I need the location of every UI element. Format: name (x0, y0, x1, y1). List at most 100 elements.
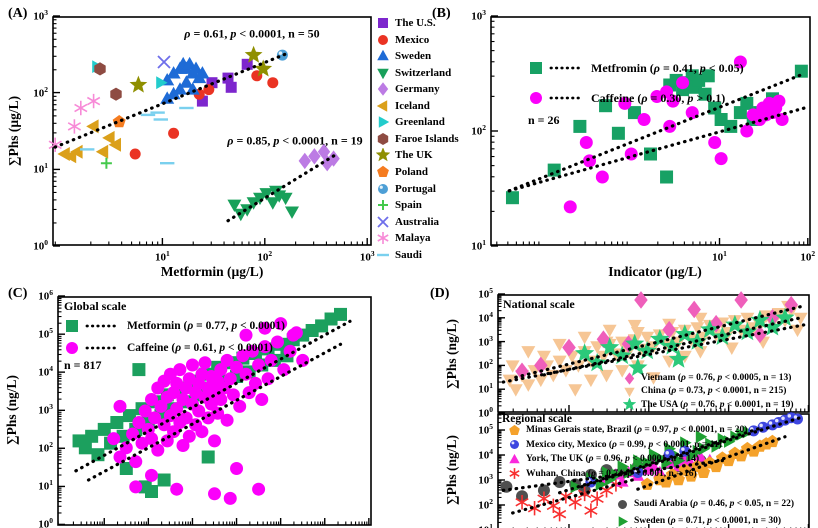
plot-canvas (497, 412, 810, 528)
tick-label: 103 (33, 8, 48, 23)
plot-canvas (57, 295, 372, 526)
trend-line (507, 71, 807, 193)
legend-label: Faroe Islands (395, 132, 459, 145)
tick-label: 101 (712, 249, 727, 264)
stats-annotation: ρ = 0.85, p < 0.0001, n = 19 (227, 133, 363, 148)
panel-label-b: (B) (432, 6, 451, 21)
legend-label: Caffeine (ρ = 0.61, p < 0.0001) (127, 342, 273, 354)
dotted-line-sample (549, 96, 585, 100)
legend-item: Caffeine (ρ = 0.61, p < 0.0001) (64, 340, 273, 356)
legend-item: The UK (376, 148, 433, 162)
trend-line (542, 316, 803, 377)
tick-label: 102 (33, 84, 48, 100)
sphere-marker-icon (378, 183, 388, 194)
legend-item: Wuhan, China (ρ = 0.74, p < 0.001, n = 1… (508, 467, 697, 480)
legend-item: Australia (376, 215, 439, 229)
plot-canvas (48, 15, 372, 247)
tick-label: 101 (38, 478, 53, 494)
as-marker-icon (509, 468, 520, 480)
tick-label: 105 (38, 326, 53, 341)
legend-n-count: n = 26 (528, 113, 560, 127)
panel-d-national-title: National scale (503, 297, 575, 311)
trend-line (86, 342, 343, 482)
legend-item: Saudi Arabia (ρ = 0.46, p < 0.05, n = 22… (616, 498, 794, 511)
plot-canvas (490, 15, 811, 247)
legend-label: Germany (395, 83, 440, 96)
trend-line (53, 51, 291, 149)
panel-c-plot (57, 295, 372, 526)
trend-line (226, 152, 339, 223)
plot-canvas (497, 291, 810, 414)
tick-label: 102 (257, 249, 273, 264)
tick-label: 106 (38, 288, 53, 303)
panel-d-regional-plot (497, 412, 810, 528)
legend-item: Metfromin (ρ = 0.41, p < 0.05) (528, 60, 744, 76)
tick-label: 105 (478, 422, 493, 437)
trend-line (507, 106, 807, 193)
series-spain (100, 157, 112, 169)
st-marker-icon (623, 398, 636, 411)
legend-label: Caffeine (ρ = 0.30, p > 0.1) (591, 90, 726, 105)
legend-item: China (ρ = 0.73, p < 0.0001, n = 215) (623, 385, 786, 398)
legend-item: Saudi (376, 248, 422, 262)
tick-label: 101 (478, 381, 493, 396)
series-germany (298, 143, 340, 172)
trend-line (511, 476, 640, 515)
da-marker-icon (377, 253, 389, 256)
legend-label: Saudi (395, 248, 422, 261)
dotted-line-sample (85, 324, 121, 328)
legend-item: Mexico city, Mexico (ρ = 0.99, p < 0.000… (508, 438, 722, 451)
tu-marker-icon (377, 49, 389, 61)
legend-item: Vietnam (ρ = 0.76, p < 0.0005, n = 13) (623, 371, 791, 385)
panel-label-a: (A) (8, 6, 28, 21)
legend-item: The U.S. (376, 16, 436, 30)
ci-marker-icon (66, 342, 78, 354)
panel-a-plot (48, 15, 372, 247)
ci-marker-icon (530, 92, 542, 104)
legend-label: York, The UK (ρ = 0.96, p < 0.0001, n = … (526, 454, 699, 465)
legend-item: Germany (376, 82, 440, 96)
tu-marker-icon (509, 453, 520, 463)
tick-label: 103 (38, 402, 53, 417)
tick-label: 105 (478, 286, 493, 301)
pe-marker-icon (377, 165, 389, 177)
series-malaya (48, 93, 101, 152)
di-marker-icon (624, 371, 635, 385)
td-marker-icon (377, 68, 389, 79)
ci-marker-icon (618, 499, 627, 509)
panel-d-national-plot (497, 291, 810, 414)
tick-label: 104 (38, 364, 53, 379)
y-axis-label-c: ∑Phs (ng/L) (4, 375, 19, 446)
series-mexico (129, 70, 279, 160)
tick-label: 103 (471, 8, 486, 23)
tick-label: 104 (478, 447, 493, 462)
legend-item: Sweden (376, 49, 431, 63)
series-switzerland (227, 185, 299, 222)
panel-d-regional-title: Regional scale (502, 413, 572, 425)
tick-label: 102 (478, 357, 493, 373)
legend-label: Malaya (395, 232, 431, 245)
tick-label: 103 (478, 333, 493, 349)
series-saudi (80, 106, 194, 165)
series-the-uk (129, 45, 273, 93)
legend-label: Spain (395, 199, 422, 212)
legend-item: Caffeine (ρ = 0.30, p > 0.1) (528, 90, 725, 106)
tr-marker-icon (378, 116, 390, 129)
sq-marker-icon (530, 62, 542, 74)
series-portugal (276, 49, 288, 61)
xx-marker-icon (377, 215, 389, 228)
legend-label: Wuhan, China (ρ = 0.74, p < 0.001, n = 1… (526, 468, 697, 479)
tick-label: 101 (155, 249, 170, 264)
tick-label: 103 (478, 471, 493, 487)
legend-label: The U.S. (395, 17, 436, 29)
legend-item: Poland (376, 165, 428, 179)
legend-item: Minas Gerais state, Brazil (ρ = 0.97, p … (508, 424, 747, 437)
legend-item: Sweden (ρ = 0.71, p < 0.0001, n = 30) (616, 515, 781, 528)
legend-label: Portugal (395, 182, 436, 195)
tick-label: 103 (359, 249, 375, 264)
legend-label: China (ρ = 0.73, p < 0.0001, n = 215) (641, 386, 787, 397)
legend-label: Australia (395, 215, 439, 228)
panel-b-plot (490, 15, 811, 247)
legend-item: Faroe Islands (376, 132, 459, 146)
di-marker-icon (377, 82, 389, 96)
